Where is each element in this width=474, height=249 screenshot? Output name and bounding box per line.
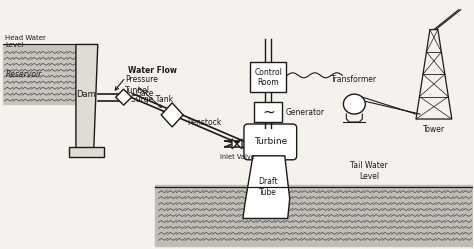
Text: Turbine: Turbine xyxy=(254,137,287,146)
Ellipse shape xyxy=(343,94,365,114)
Text: Penstock: Penstock xyxy=(187,118,221,127)
Bar xyxy=(3,45,76,104)
Text: Pressure
Tunnel: Pressure Tunnel xyxy=(126,75,158,95)
Bar xyxy=(155,185,473,246)
FancyBboxPatch shape xyxy=(244,124,297,160)
Bar xyxy=(250,62,286,92)
Polygon shape xyxy=(161,103,183,127)
Polygon shape xyxy=(232,139,237,149)
Polygon shape xyxy=(116,89,132,105)
Text: Tower: Tower xyxy=(423,125,445,134)
Bar xyxy=(255,102,282,122)
Text: Tail Water
Level: Tail Water Level xyxy=(350,161,388,181)
Text: Transformer: Transformer xyxy=(331,75,377,84)
Text: ~: ~ xyxy=(262,105,275,120)
Text: Head Water
Level: Head Water Level xyxy=(5,35,46,48)
Text: Water Flow: Water Flow xyxy=(128,66,176,75)
Text: Dam: Dam xyxy=(76,90,96,99)
Polygon shape xyxy=(237,139,242,149)
Text: Surge Tank: Surge Tank xyxy=(131,96,173,105)
Polygon shape xyxy=(76,45,98,149)
Text: Reservoir: Reservoir xyxy=(6,70,43,79)
Text: Control
Room: Control Room xyxy=(255,67,282,87)
Text: Draft
Tube: Draft Tube xyxy=(258,178,278,197)
Text: Gate: Gate xyxy=(136,89,154,98)
Text: Generator: Generator xyxy=(285,108,324,117)
Polygon shape xyxy=(243,156,290,218)
Text: Inlet Valve: Inlet Valve xyxy=(219,154,255,160)
Bar xyxy=(69,147,104,157)
